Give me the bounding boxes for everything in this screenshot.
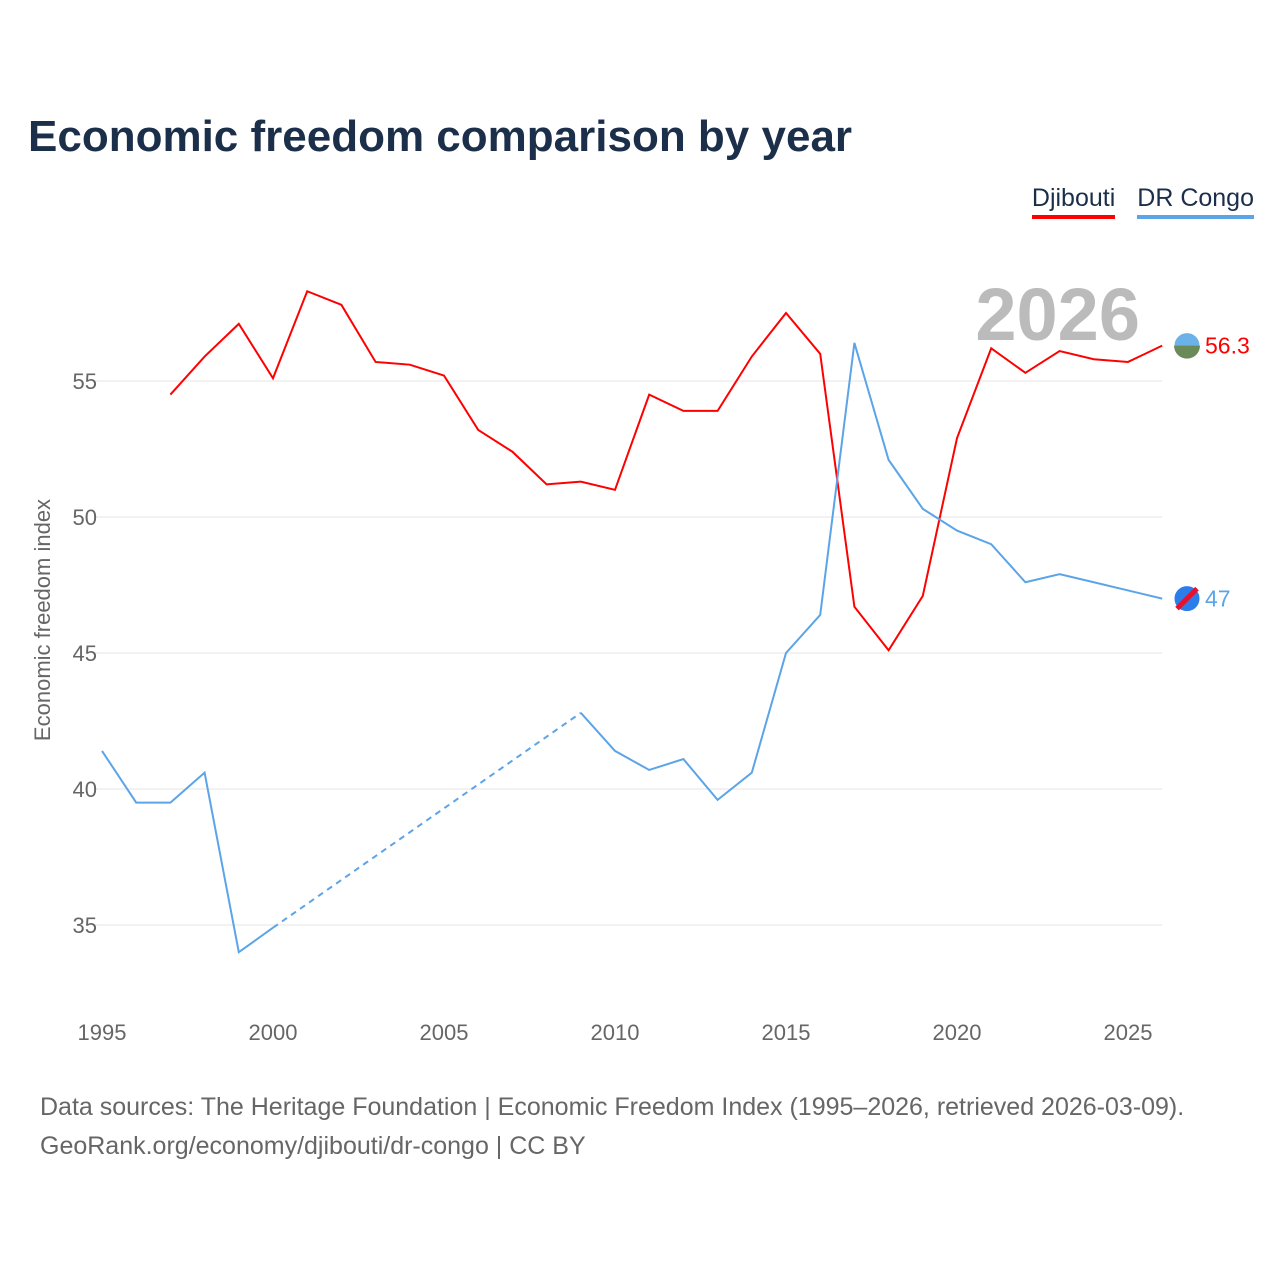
chart-title: Economic freedom comparison by year	[28, 112, 853, 161]
y-tick-label: 50	[73, 505, 97, 530]
y-tick-label: 55	[73, 369, 97, 394]
x-tick-label: 2010	[591, 1020, 640, 1045]
flag-part	[1175, 586, 1199, 611]
legend-item-dr-congo[interactable]: DR Congo	[1137, 184, 1254, 219]
year-watermark: 2026	[975, 273, 1140, 356]
x-tick-label: 1995	[78, 1020, 127, 1045]
y-tick-label: 35	[73, 913, 97, 938]
footer-sources: Data sources: The Heritage Foundation | …	[40, 1093, 1185, 1121]
y-axis-label: Economic freedom index	[30, 499, 55, 741]
x-tick-label: 2015	[762, 1020, 811, 1045]
x-tick-label: 2005	[420, 1020, 469, 1045]
series-line-dr-congo	[580, 342, 1163, 802]
y-tick-label: 45	[73, 641, 97, 666]
series-line-dr-congo	[101, 750, 274, 954]
series-line-djibouti	[169, 289, 1163, 653]
footer-link[interactable]: GeoRank.org/economy/djibouti/dr-congo | …	[40, 1132, 586, 1160]
gap-line-1	[272, 712, 582, 929]
flag-part	[1174, 345, 1200, 359]
y-tick-label: 40	[73, 777, 97, 802]
end-label: 56.3	[1205, 333, 1250, 359]
x-tick-label: 2000	[249, 1020, 298, 1045]
footer: Data sources: The Heritage Foundation | …	[40, 1088, 1184, 1166]
x-tick-label: 2020	[933, 1020, 982, 1045]
legend: Djibouti DR Congo	[1031, 184, 1254, 219]
end-label: 47	[1205, 586, 1231, 612]
legend-item-djibouti[interactable]: Djibouti	[1031, 184, 1116, 219]
x-tick-label: 2025	[1104, 1020, 1153, 1045]
